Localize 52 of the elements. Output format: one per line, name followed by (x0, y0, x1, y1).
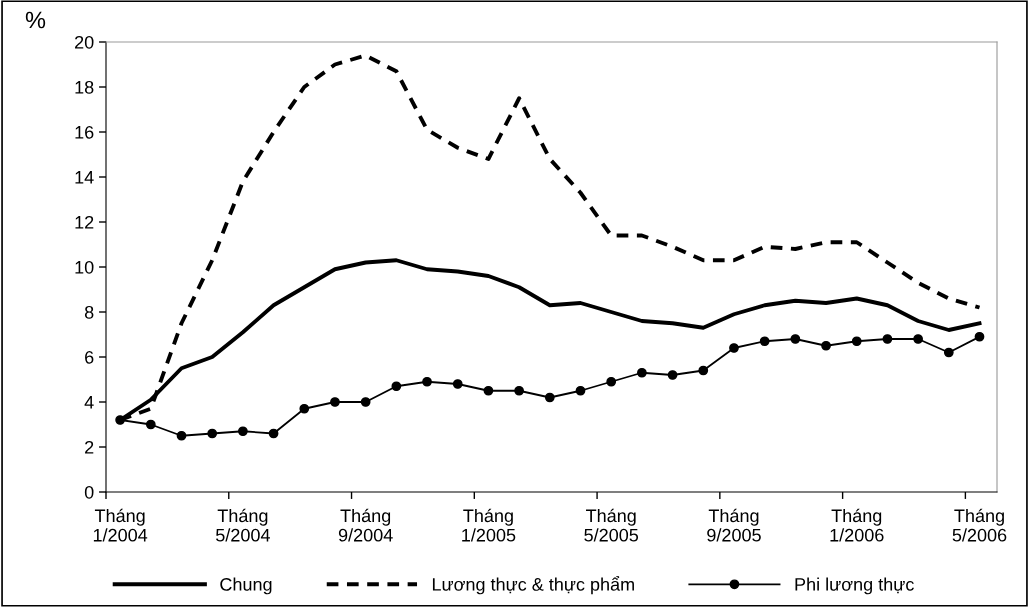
point (667, 370, 678, 380)
point (238, 426, 248, 437)
point (268, 428, 279, 439)
point (698, 365, 709, 376)
point (330, 397, 340, 407)
point (637, 367, 647, 378)
point (176, 430, 187, 441)
x-tick-label: Tháng 9/2004 (338, 508, 393, 542)
point (544, 392, 555, 403)
point (422, 376, 432, 387)
y-tick-label: 4 (84, 396, 94, 409)
y-tick-label: 2 (85, 440, 94, 454)
point (360, 397, 371, 407)
point (943, 347, 954, 358)
x-tick-label: Tháng 5/2005 (584, 508, 639, 542)
y-tick-label: 20 (75, 35, 94, 49)
y-tick-label: 12 (75, 215, 94, 229)
point (514, 385, 524, 396)
y-tick-label: 8 (84, 305, 94, 319)
point (391, 381, 402, 392)
point (913, 334, 923, 344)
y-tick-label: 16 (75, 125, 94, 139)
point (145, 419, 156, 430)
point (882, 334, 893, 344)
x-tick-label: Tháng 1/2004 (93, 508, 148, 542)
point (790, 334, 801, 344)
x-tick-label: Tháng 5/2006 (952, 508, 1007, 542)
point (729, 343, 739, 353)
point (483, 385, 494, 396)
point (851, 336, 862, 347)
point (759, 336, 770, 347)
x-tick-label: Tháng 1/2005 (462, 508, 516, 542)
y-tick-label: 10 (75, 260, 94, 274)
point (821, 340, 831, 351)
x-tick-label: Tháng 9/2005 (707, 508, 761, 542)
point (974, 331, 985, 342)
y-tick-label: 18 (75, 80, 94, 94)
x-tick-label: Tháng 1/2006 (830, 508, 884, 542)
point (207, 428, 218, 439)
y-axis-title: % (25, 11, 46, 29)
y-tick-label: 14 (75, 171, 94, 184)
x-tick-label: Tháng 5/2004 (216, 508, 270, 542)
point (452, 379, 463, 389)
point (299, 403, 310, 414)
legend-label: Lương thực & thực phẩm (432, 576, 634, 595)
point (575, 385, 586, 396)
legend-label: Chung (220, 577, 272, 595)
point (606, 376, 617, 387)
legend-label: Phi lương thực (795, 577, 914, 595)
y-tick-label: 0 (84, 485, 94, 499)
point (115, 415, 125, 425)
y-tick-label: 6 (85, 350, 94, 364)
